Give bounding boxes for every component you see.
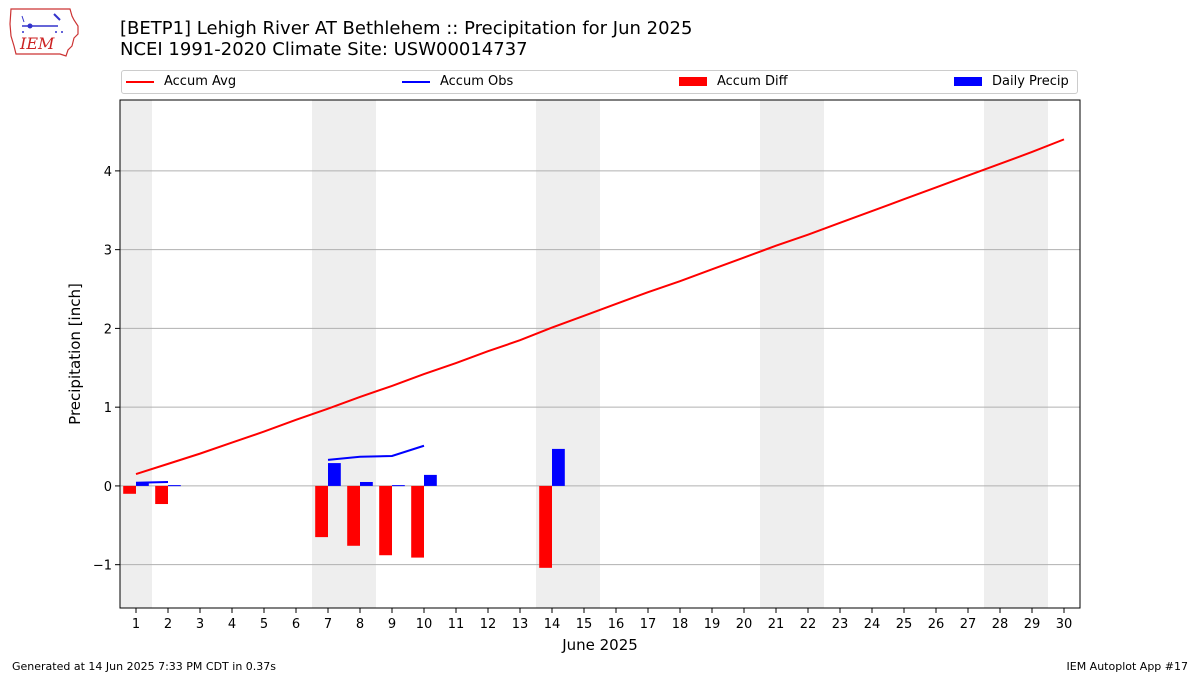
- x-axis-label: June 2025: [561, 636, 638, 654]
- chart-title-line1: [BETP1] Lehigh River AT Bethlehem :: Pre…: [120, 18, 693, 39]
- accum-diff-bar-day-8: [347, 485, 360, 546]
- x-tick-label-22: 22: [800, 617, 817, 632]
- accum-diff-bar-day-7: [315, 485, 328, 538]
- legend-swatch-accum-obs: [402, 81, 430, 83]
- accum-diff-bar-day-10: [411, 485, 424, 558]
- x-tick-label-11: 11: [448, 617, 465, 632]
- plot-frame: [119, 99, 1081, 609]
- weekend-shade-day-1: [120, 100, 152, 608]
- x-tick-label-21: 21: [768, 617, 785, 632]
- x-tick-label-27: 27: [960, 617, 977, 632]
- accum-obs-line-segment-1: [135, 480, 169, 484]
- daily-precip-bar-day-9: [392, 485, 405, 487]
- x-tick-label-17: 17: [640, 617, 657, 632]
- x-tick-label-10: 10: [416, 617, 433, 632]
- accum-diff-bar-day-9: [379, 485, 392, 556]
- daily-precip-bar-day-10: [424, 474, 437, 486]
- iowa-state-outline-icon: [9, 8, 79, 57]
- weekend-shade-day-15: [568, 100, 600, 608]
- x-tick-label-20: 20: [736, 617, 753, 632]
- y-tick-label-1: 1: [104, 401, 112, 416]
- x-tick-label-24: 24: [864, 617, 881, 632]
- legend-label-accum-obs: Accum Obs: [440, 74, 514, 89]
- x-tick-label-19: 19: [704, 617, 721, 632]
- daily-precip-bar-day-7: [328, 463, 341, 486]
- y-tick-label-4: 4: [104, 165, 112, 180]
- logo-text: IEM: [20, 34, 55, 53]
- x-tick-label-13: 13: [512, 617, 529, 632]
- legend-swatch-daily-precip: [954, 77, 982, 86]
- chart-legend: Accum Avg Accum Obs Accum Diff Daily Pre…: [121, 70, 1078, 94]
- y-tick-label--1: −1: [93, 559, 112, 574]
- x-tick-label-30: 30: [1056, 617, 1073, 632]
- x-tick-label-1: 1: [132, 617, 140, 632]
- generated-timestamp: Generated at 14 Jun 2025 7:33 PM CDT in …: [12, 660, 277, 673]
- accum-obs-line-segment-2: [327, 444, 425, 461]
- x-tick-label-6: 6: [292, 617, 300, 632]
- x-tick-label-14: 14: [544, 617, 561, 632]
- accum-diff-bar-day-1: [123, 485, 136, 494]
- daily-precip-bar-day-8: [360, 481, 373, 486]
- weekend-shade-day-29: [1016, 100, 1048, 608]
- legend-swatch-accum-avg: [126, 81, 154, 83]
- x-tick-label-3: 3: [196, 617, 204, 632]
- accum-diff-bar-day-14: [539, 485, 552, 568]
- x-tick-label-26: 26: [928, 617, 945, 632]
- legend-label-accum-diff: Accum Diff: [717, 74, 788, 89]
- x-tick-label-29: 29: [1024, 617, 1041, 632]
- accum-diff-bar-day-2: [155, 485, 168, 505]
- x-tick-label-8: 8: [356, 617, 364, 632]
- x-tick-label-9: 9: [388, 617, 396, 632]
- y-tick-label-3: 3: [104, 244, 112, 259]
- x-tick-label-7: 7: [324, 617, 332, 632]
- x-tick-label-18: 18: [672, 617, 689, 632]
- weekend-shade-day-28: [984, 100, 1016, 608]
- legend-swatch-accum-diff: [679, 77, 707, 86]
- weekend-shade-day-22: [792, 100, 824, 608]
- y-tick-label-2: 2: [104, 322, 112, 337]
- x-tick-label-12: 12: [480, 617, 497, 632]
- legend-label-daily-precip: Daily Precip: [992, 74, 1069, 89]
- daily-precip-bar-day-14: [552, 448, 565, 486]
- daily-precip-bar-day-2: [168, 485, 181, 487]
- x-tick-label-5: 5: [260, 617, 268, 632]
- accum-avg-line: [135, 138, 1065, 476]
- y-tick-label-0: 0: [104, 480, 112, 495]
- weekend-shade-day-21: [760, 100, 792, 608]
- chart-title: [BETP1] Lehigh River AT Bethlehem :: Pre…: [120, 18, 692, 60]
- daily-precip-bar-day-1: [136, 482, 149, 486]
- legend-label-accum-avg: Accum Avg: [164, 74, 237, 89]
- iem-logo: IEM: [8, 6, 80, 58]
- x-tick-label-2: 2: [164, 617, 172, 632]
- x-tick-label-23: 23: [832, 617, 849, 632]
- x-tick-label-25: 25: [896, 617, 913, 632]
- x-tick-label-28: 28: [992, 617, 1009, 632]
- x-tick-label-15: 15: [576, 617, 593, 632]
- y-axis-label: Precipitation [inch]: [66, 283, 84, 425]
- x-tick-label-4: 4: [228, 617, 236, 632]
- autoplot-app-label: IEM Autoplot App #17: [1066, 660, 1189, 673]
- chart-title-line2: NCEI 1991-2020 Climate Site: USW00014737: [120, 39, 528, 60]
- x-tick-label-16: 16: [608, 617, 625, 632]
